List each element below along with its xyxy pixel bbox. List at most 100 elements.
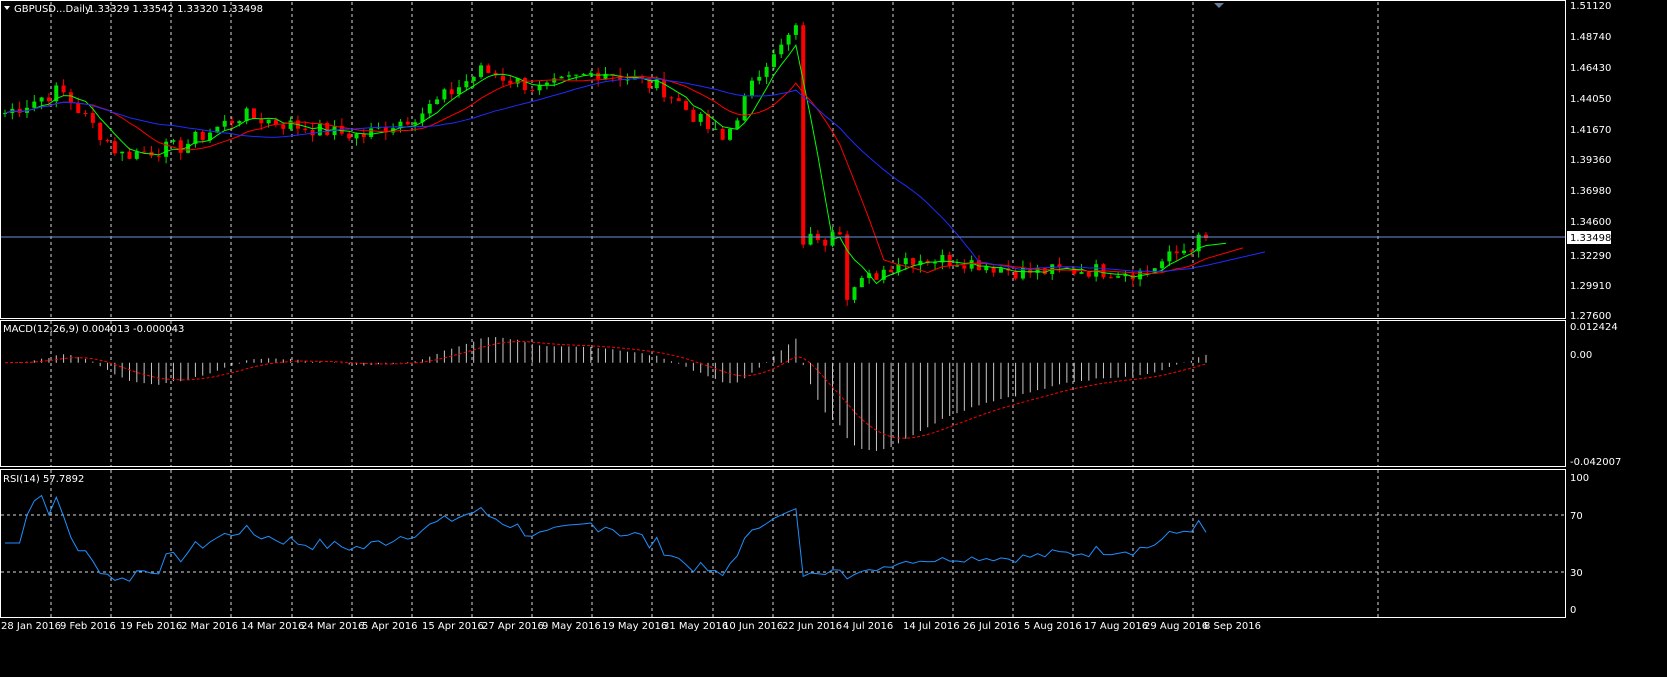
ma-fast-line bbox=[4, 43, 1227, 285]
candle-body bbox=[1042, 267, 1047, 275]
candle-body bbox=[837, 232, 842, 235]
date-tick: 26 Jul 2016 bbox=[963, 621, 1020, 632]
candle-body bbox=[464, 81, 469, 88]
candle-body bbox=[457, 87, 462, 95]
date-tick: 14 Jul 2016 bbox=[903, 621, 960, 632]
price-tick: 1.27600 bbox=[1570, 311, 1611, 322]
date-tick: 2 Mar 2016 bbox=[181, 621, 238, 632]
date-tick: 5 Apr 2016 bbox=[362, 621, 417, 632]
ohlc-label: 1.33329 1.33542 1.33320 1.33498 bbox=[88, 4, 263, 15]
candle-body bbox=[955, 265, 960, 267]
candle-body bbox=[325, 123, 330, 136]
candle-body bbox=[120, 151, 125, 154]
candle-body bbox=[1152, 268, 1157, 272]
rsi-line bbox=[5, 494, 1207, 582]
candle-body bbox=[500, 75, 505, 81]
candle-body bbox=[17, 108, 22, 113]
candle-body bbox=[918, 260, 923, 266]
candle-body bbox=[933, 262, 938, 264]
rsi-label: RSI(14) 57.7892 bbox=[3, 474, 84, 485]
candle-body bbox=[508, 80, 513, 84]
date-tick: 31 May 2016 bbox=[663, 621, 728, 632]
candle-body bbox=[281, 124, 286, 129]
candle-body bbox=[1108, 277, 1113, 279]
price-tick: 1.46430 bbox=[1570, 63, 1611, 74]
candle-body bbox=[54, 85, 59, 102]
macd-panel-frame bbox=[0, 320, 1566, 467]
candle-body bbox=[962, 265, 967, 269]
candle-body bbox=[105, 140, 110, 142]
candle-body bbox=[479, 65, 484, 77]
price-tick: 1.29910 bbox=[1570, 281, 1611, 292]
candle-body bbox=[530, 90, 535, 92]
candle-body bbox=[969, 260, 974, 269]
candle-body bbox=[156, 155, 161, 157]
date-tick: 4 Jul 2016 bbox=[843, 621, 893, 632]
macd-tick: -0.042007 bbox=[1570, 457, 1621, 468]
price-tick: 1.39360 bbox=[1570, 155, 1611, 166]
candle-body bbox=[134, 151, 139, 159]
price-tick: 1.48740 bbox=[1570, 32, 1611, 43]
candle-body bbox=[552, 78, 557, 83]
candle-body bbox=[442, 89, 447, 100]
candle-body bbox=[537, 84, 542, 91]
price-tick: 1.36980 bbox=[1570, 186, 1611, 197]
candle-body bbox=[845, 234, 850, 300]
candle-body bbox=[823, 239, 828, 246]
macd-series bbox=[4, 337, 1207, 451]
date-tick: 27 Apr 2016 bbox=[482, 621, 544, 632]
candle-body bbox=[889, 269, 894, 273]
price-tick: 1.34600 bbox=[1570, 217, 1611, 228]
candle-body bbox=[39, 97, 44, 102]
price-tick: 1.51120 bbox=[1570, 1, 1611, 12]
candle-body bbox=[347, 133, 352, 139]
candle-body bbox=[691, 109, 696, 122]
candle-body bbox=[427, 104, 432, 114]
date-tick: 8 Sep 2016 bbox=[1204, 621, 1261, 632]
candle-body bbox=[676, 98, 681, 102]
candle-body bbox=[596, 72, 601, 79]
price-axis: 1.51120 1.48740 1.46430 1.44050 1.41670 … bbox=[1570, 1, 1611, 322]
candle-body bbox=[1057, 264, 1062, 268]
price-tick: 1.44050 bbox=[1570, 94, 1611, 105]
candle-body bbox=[647, 78, 652, 89]
candle-body bbox=[757, 76, 762, 81]
candle-body bbox=[186, 143, 191, 153]
candle-body bbox=[742, 96, 747, 121]
candle-body bbox=[317, 123, 322, 136]
candle-body bbox=[852, 287, 857, 300]
candle-body bbox=[1160, 261, 1165, 269]
candle-body bbox=[947, 254, 952, 266]
candle-body bbox=[998, 268, 1003, 273]
current-price-tag bbox=[1567, 231, 1611, 244]
candle-body bbox=[566, 75, 571, 77]
candle-body bbox=[1174, 251, 1179, 254]
candle-body bbox=[867, 273, 872, 278]
candle-body bbox=[713, 128, 718, 130]
candle-body bbox=[808, 233, 813, 245]
candle-body bbox=[786, 34, 791, 45]
symbol-menu-icon[interactable] bbox=[4, 6, 10, 10]
rsi-tick: 70 bbox=[1570, 511, 1583, 522]
candle-body bbox=[515, 77, 520, 84]
candle-body bbox=[574, 74, 579, 76]
rsi-series bbox=[5, 494, 1207, 582]
scroll-marker-icon[interactable] bbox=[1214, 3, 1224, 8]
candle-body bbox=[1138, 270, 1143, 280]
candle-body bbox=[603, 73, 608, 79]
candle-body bbox=[32, 101, 37, 108]
candle-body bbox=[581, 73, 586, 75]
candle-body bbox=[251, 108, 256, 119]
date-tick: 14 Mar 2016 bbox=[241, 621, 304, 632]
candle-body bbox=[288, 120, 293, 129]
candle-body bbox=[859, 277, 864, 288]
candle-body bbox=[244, 108, 249, 122]
candle-body bbox=[881, 269, 886, 280]
candle-body bbox=[266, 119, 271, 124]
candle-body bbox=[801, 25, 806, 245]
candle-body bbox=[1182, 250, 1187, 254]
date-tick: 19 Feb 2016 bbox=[120, 621, 182, 632]
candle-body bbox=[486, 65, 491, 73]
candle-body bbox=[398, 121, 403, 129]
